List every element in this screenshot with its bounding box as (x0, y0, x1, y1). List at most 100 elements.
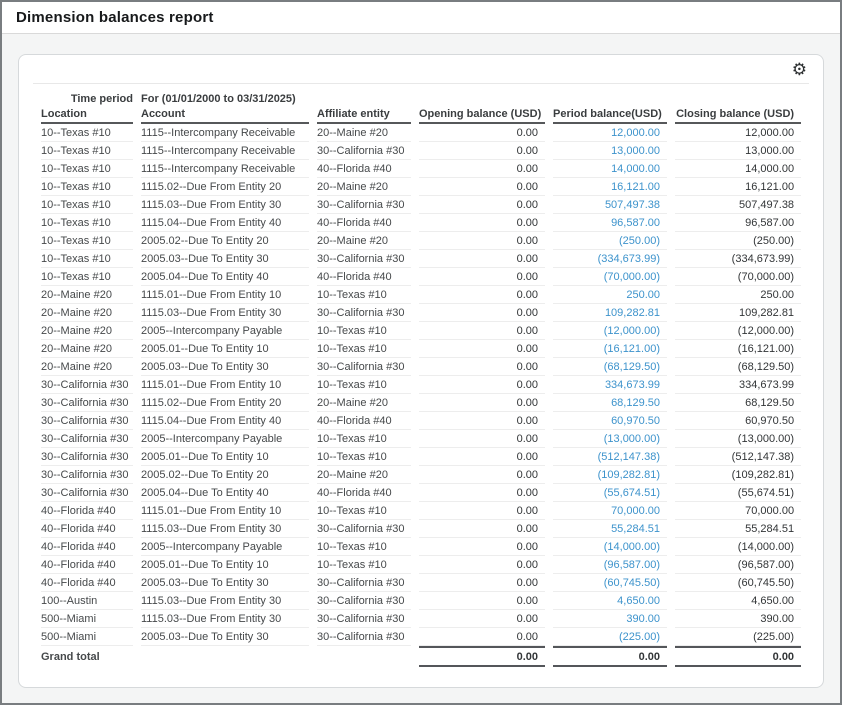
affiliate-entity-cell: 30--California #30 (317, 304, 411, 322)
report-titlebar: Dimension balances report (2, 2, 840, 34)
column-header-opening-balance: Opening balance (USD) (419, 106, 545, 124)
affiliate-entity-cell: 30--California #30 (317, 142, 411, 160)
affiliate-entity-cell: 20--Maine #20 (317, 178, 411, 196)
period-balance-link[interactable]: 4,650.00 (553, 592, 667, 610)
period-balance-link[interactable]: 390.00 (553, 610, 667, 628)
period-balance-link[interactable]: 109,282.81 (553, 304, 667, 322)
closing-balance-cell: (60,745.50) (675, 574, 802, 592)
settings-gear-icon[interactable]: ⚙ (791, 60, 807, 79)
period-balance-link[interactable]: 96,587.00 (553, 214, 667, 232)
opening-balance-cell: 0.00 (419, 448, 545, 466)
column-header-affiliate-entity: Affiliate entity (317, 106, 411, 124)
account-cell: 2005.01--Due To Entity 10 (141, 340, 309, 358)
closing-balance-cell: (55,674.51) (675, 484, 802, 502)
period-balance-link[interactable]: (225.00) (553, 628, 667, 646)
grand-total-period: 0.00 (553, 646, 667, 667)
period-balance-link[interactable]: 14,000.00 (553, 160, 667, 178)
period-balance-link[interactable]: 55,284.51 (553, 520, 667, 538)
location-cell: 10--Texas #10 (41, 142, 133, 160)
table-row: 10--Texas #10 1115--Intercompany Receiva… (41, 142, 802, 160)
period-balance-link[interactable]: (60,745.50) (553, 574, 667, 592)
account-cell: 1115.04--Due From Entity 40 (141, 214, 309, 232)
period-balance-link[interactable]: (55,674.51) (553, 484, 667, 502)
affiliate-entity-cell: 30--California #30 (317, 592, 411, 610)
table-row: 10--Texas #10 1115--Intercompany Receiva… (41, 160, 802, 178)
period-balance-link[interactable]: (68,129.50) (553, 358, 667, 376)
closing-balance-cell: 16,121.00 (675, 178, 802, 196)
period-balance-link[interactable]: 70,000.00 (553, 502, 667, 520)
period-balance-link[interactable]: 507,497.38 (553, 196, 667, 214)
location-cell: 20--Maine #20 (41, 304, 133, 322)
period-balance-link[interactable]: (14,000.00) (553, 538, 667, 556)
table-row: 500--Miami 2005.03--Due To Entity 30 30-… (41, 628, 802, 646)
location-cell: 20--Maine #20 (41, 358, 133, 376)
period-balance-link[interactable]: 13,000.00 (553, 142, 667, 160)
period-balance-link[interactable]: 60,970.50 (553, 412, 667, 430)
account-cell: 2005--Intercompany Payable (141, 538, 309, 556)
table-row: 40--Florida #40 2005.01--Due To Entity 1… (41, 556, 802, 574)
account-cell: 2005.03--Due To Entity 30 (141, 250, 309, 268)
period-balance-link[interactable]: (13,000.00) (553, 430, 667, 448)
period-balance-link[interactable]: (512,147.38) (553, 448, 667, 466)
opening-balance-cell: 0.00 (419, 178, 545, 196)
period-balance-link[interactable]: (96,587.00) (553, 556, 667, 574)
affiliate-entity-cell: 30--California #30 (317, 574, 411, 592)
closing-balance-cell: (12,000.00) (675, 322, 802, 340)
account-cell: 2005.03--Due To Entity 30 (141, 628, 309, 646)
period-balance-link[interactable]: 12,000.00 (553, 124, 667, 142)
affiliate-entity-cell: 30--California #30 (317, 610, 411, 628)
location-cell: 20--Maine #20 (41, 322, 133, 340)
table-row: 30--California #30 1115.01--Due From Ent… (41, 376, 802, 394)
table-row: 10--Texas #10 1115--Intercompany Receiva… (41, 124, 802, 142)
affiliate-entity-cell: 30--California #30 (317, 250, 411, 268)
affiliate-entity-cell: 30--California #30 (317, 196, 411, 214)
account-cell: 2005.01--Due To Entity 10 (141, 448, 309, 466)
opening-balance-cell: 0.00 (419, 304, 545, 322)
table-row: 20--Maine #20 1115.03--Due From Entity 3… (41, 304, 802, 322)
period-balance-link[interactable]: (250.00) (553, 232, 667, 250)
opening-balance-cell: 0.00 (419, 466, 545, 484)
closing-balance-cell: 12,000.00 (675, 124, 802, 142)
period-balance-link[interactable]: 68,129.50 (553, 394, 667, 412)
closing-balance-cell: 70,000.00 (675, 502, 802, 520)
period-balance-link[interactable]: 250.00 (553, 286, 667, 304)
column-header-account: Account (141, 106, 309, 124)
closing-balance-cell: 68,129.50 (675, 394, 802, 412)
time-period-label: Time period (70, 93, 133, 105)
opening-balance-cell: 0.00 (419, 610, 545, 628)
affiliate-entity-cell: 30--California #30 (317, 520, 411, 538)
period-balance-link[interactable]: 16,121.00 (553, 178, 667, 196)
opening-balance-cell: 0.00 (419, 268, 545, 286)
account-cell: 2005--Intercompany Payable (141, 322, 309, 340)
period-balance-link[interactable]: (334,673.99) (553, 250, 667, 268)
location-cell: 40--Florida #40 (41, 502, 133, 520)
opening-balance-cell: 0.00 (419, 286, 545, 304)
period-balance-link[interactable]: 334,673.99 (553, 376, 667, 394)
account-cell: 1115.03--Due From Entity 30 (141, 304, 309, 322)
period-balance-link[interactable]: (70,000.00) (553, 268, 667, 286)
opening-balance-cell: 0.00 (419, 322, 545, 340)
opening-balance-cell: 0.00 (419, 538, 545, 556)
affiliate-entity-cell: 10--Texas #10 (317, 538, 411, 556)
affiliate-entity-cell: 20--Maine #20 (317, 232, 411, 250)
closing-balance-cell: 109,282.81 (675, 304, 802, 322)
grand-total-closing: 0.00 (675, 646, 802, 667)
location-cell: 10--Texas #10 (41, 124, 133, 142)
location-cell: 10--Texas #10 (41, 214, 133, 232)
table-row: 10--Texas #10 2005.04--Due To Entity 40 … (41, 268, 802, 286)
location-cell: 10--Texas #10 (41, 160, 133, 178)
table-row: 10--Texas #10 1115.03--Due From Entity 3… (41, 196, 802, 214)
table-row: 10--Texas #10 1115.02--Due From Entity 2… (41, 178, 802, 196)
balances-table: Time period For (01/01/2000 to 03/31/202… (33, 89, 809, 667)
location-cell: 20--Maine #20 (41, 286, 133, 304)
opening-balance-cell: 0.00 (419, 520, 545, 538)
period-balance-link[interactable]: (109,282.81) (553, 466, 667, 484)
table-row: 10--Texas #10 2005.03--Due To Entity 30 … (41, 250, 802, 268)
table-row: 20--Maine #20 2005.01--Due To Entity 10 … (41, 340, 802, 358)
period-balance-link[interactable]: (12,000.00) (553, 322, 667, 340)
location-cell: 500--Miami (41, 610, 133, 628)
period-balance-link[interactable]: (16,121.00) (553, 340, 667, 358)
affiliate-entity-cell: 40--Florida #40 (317, 268, 411, 286)
affiliate-entity-cell: 40--Florida #40 (317, 160, 411, 178)
table-row: 20--Maine #20 1115.01--Due From Entity 1… (41, 286, 802, 304)
